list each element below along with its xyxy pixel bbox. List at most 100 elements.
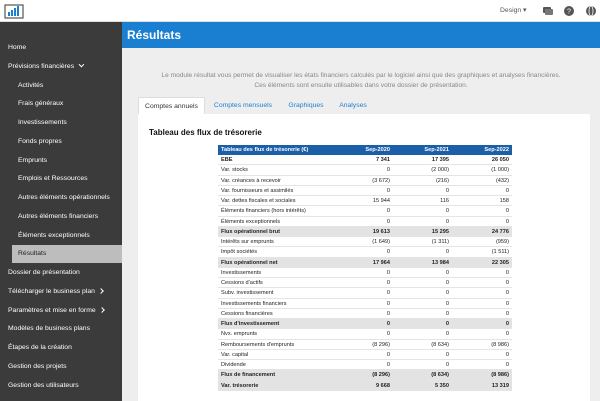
value-cell: 0: [386, 167, 390, 174]
value-cell: 0: [386, 331, 390, 338]
value-cell: 22 305: [491, 259, 509, 266]
logo[interactable]: [4, 2, 26, 20]
value-cell: 0: [386, 218, 390, 225]
sidebar-item[interactable]: Gestion des utilisateurs: [0, 377, 122, 395]
table-row: Var. stocks 0 (2 000) (1 000): [218, 165, 512, 176]
chat-icon[interactable]: [543, 7, 553, 15]
sidebar-item[interactable]: Emplois et Ressources: [0, 170, 122, 188]
sidebar-item[interactable]: Dossier de présentation: [0, 264, 122, 282]
value-cell: (1 000): [491, 167, 509, 174]
help-icon[interactable]: ?: [564, 6, 574, 16]
sidebar-item[interactable]: Activités: [0, 77, 122, 95]
sidebar-item[interactable]: Télécharger le business plan: [0, 283, 122, 301]
sidebar-item[interactable]: Résultats: [12, 245, 122, 264]
sidebar-item[interactable]: Frais généraux: [0, 95, 122, 113]
value-cell: (2 000): [431, 167, 449, 174]
table-row: Investissements financiers 0 0 0: [218, 299, 512, 309]
sidebar-label: Prévisions financières: [8, 62, 75, 70]
value-cell: 0: [445, 300, 449, 307]
tab[interactable]: Comptes mensuels: [213, 102, 273, 109]
table-header: Tableau des flux de trésorerie (€) Sep-20…: [218, 145, 512, 155]
value-cell: 0: [505, 290, 509, 297]
globe-icon[interactable]: [586, 5, 596, 17]
value-cell: Sep-2021: [424, 147, 449, 153]
label-cell: Cessions d'actifs: [221, 280, 263, 286]
tab[interactable]: Graphiques: [288, 102, 324, 109]
tab[interactable]: Analyses: [339, 102, 367, 109]
sidebar-label: Éléments exceptionnels: [18, 231, 90, 239]
sidebar-item[interactable]: Paramètres et mise en forme: [0, 302, 122, 320]
sidebar-item[interactable]: Éléments exceptionnels: [0, 227, 122, 245]
value-cell: (1 649): [372, 239, 390, 245]
label-cell: EBE: [221, 157, 233, 163]
label-cell: Flux d'investissement: [221, 321, 280, 327]
value-cell: (432): [495, 177, 509, 184]
value-cell: 0: [505, 310, 509, 317]
sidebar-label: Emprunts: [18, 156, 48, 164]
top-bar: Design ▾ ?: [0, 0, 600, 22]
tab[interactable]: Comptes annuels: [138, 97, 205, 114]
sidebar-item[interactable]: Fonds propres: [0, 133, 122, 151]
sidebar-label: Frais généraux: [18, 100, 64, 108]
value-cell: 0: [445, 310, 449, 317]
sidebar-item[interactable]: Emprunts: [0, 152, 122, 170]
value-cell: 19 613: [372, 228, 390, 235]
value-cell: 0: [386, 208, 390, 215]
value-cell: Sep-2022: [484, 147, 509, 153]
sidebar-item[interactable]: Étapes de la création: [0, 339, 122, 357]
table-row: Dividende 0 0 0: [218, 360, 512, 371]
table-row: Var. capital 0 0 0: [218, 350, 512, 360]
value-cell: 0: [386, 290, 390, 297]
value-cell: 5 350: [435, 382, 449, 389]
table-row: Intérêts sur emprunts (1 649) (1 311) (959): [218, 237, 512, 248]
value-cell: 0: [505, 300, 509, 307]
value-cell: 0: [445, 208, 449, 215]
label-cell: Var. dettes fiscales et sociales: [221, 198, 296, 204]
sidebar-item[interactable]: Home: [0, 39, 122, 57]
label-cell: Var. fournisseurs et assimilés: [221, 187, 294, 194]
table-row: Var. dettes fiscales et sociales 15 944 11…: [218, 196, 512, 207]
value-cell: (8 986): [491, 372, 509, 379]
table-row: Flux opérationnel brut 19 613 15 295 24 776: [218, 226, 512, 237]
sidebar-label: Étapes de la création: [8, 344, 72, 351]
label-cell: Dividende: [221, 362, 246, 368]
sidebar-item[interactable]: Prévisions financières: [0, 58, 122, 76]
value-cell: 0: [445, 331, 449, 338]
sidebar-item[interactable]: Gestion des projets: [0, 358, 122, 376]
table-row: Var. trésorerie 9 668 5 350 13 319: [218, 380, 512, 391]
sidebar: Home Prévisions financières Activités Frais…: [0, 22, 122, 401]
sidebar-label: Gestion des utilisateurs: [8, 381, 79, 389]
value-cell: (3 672): [372, 177, 390, 184]
table-row: Var. créances à recevoir (3 672) (216) (432…: [218, 176, 512, 186]
label-cell: Impôt sociétés: [221, 249, 258, 256]
value-cell: 15 295: [431, 228, 449, 235]
sidebar-label: Activités: [18, 81, 44, 89]
table-row: Nvx. emprunts 0 0 0: [218, 329, 512, 340]
label-cell: Éléments financiers (hors intérêts): [221, 208, 306, 215]
value-cell: 0: [445, 280, 449, 286]
value-cell: 158: [499, 198, 509, 204]
label-cell: Remboursements d'emprunts: [221, 341, 295, 348]
value-cell: 0: [386, 362, 390, 368]
value-cell: 0: [505, 280, 509, 286]
value-cell: 0: [505, 218, 509, 225]
sidebar-item[interactable]: Modèles de business plans: [0, 320, 122, 338]
sidebar-item[interactable]: Autres éléments financiers: [0, 208, 122, 226]
design-menu[interactable]: Design ▾: [500, 7, 527, 14]
value-cell: 0: [445, 290, 449, 297]
value-cell: (1 511): [491, 249, 509, 256]
sidebar-item[interactable]: Investissements: [0, 114, 122, 132]
label-cell: Intérêts sur emprunts: [221, 239, 274, 245]
table-row: Impôt sociétés 0 0 (1 511): [218, 247, 512, 258]
value-cell: 0: [505, 321, 509, 327]
value-cell: 0: [505, 208, 509, 215]
value-cell: 7 341: [376, 157, 390, 163]
label-cell: Tableau des flux de trésorerie (€): [221, 147, 309, 153]
table-row: EBE 7 341 17 395 26 050: [218, 155, 512, 166]
table-row: Éléments exceptionnels 0 0 0: [218, 217, 512, 227]
sidebar-item[interactable]: Autres éléments opérationnels: [0, 189, 122, 207]
value-cell: 0: [386, 310, 390, 317]
value-cell: 0: [505, 331, 509, 338]
table-row: Flux d'investissement 0 0 0: [218, 319, 512, 330]
